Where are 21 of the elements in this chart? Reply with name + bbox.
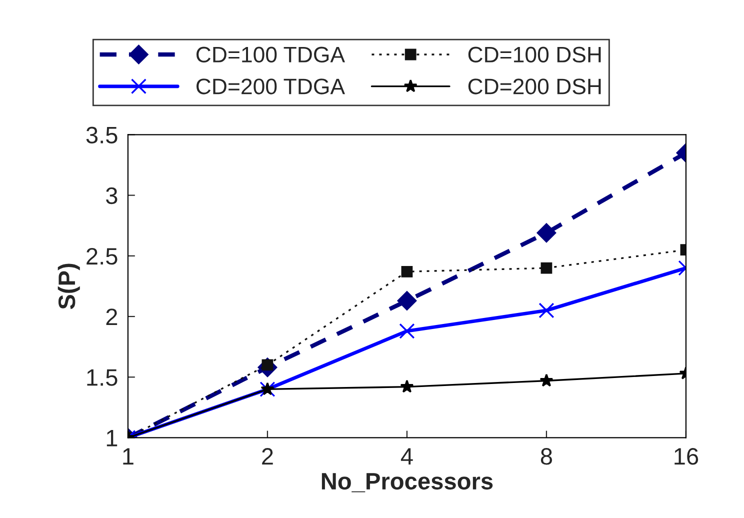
- y-tick-label: 2.5: [86, 248, 118, 265]
- point: [399, 323, 415, 339]
- legend-label: CD=100 TDGA: [196, 46, 346, 62]
- point: [401, 266, 413, 278]
- y-axis-title: S(P): [58, 264, 80, 310]
- x-tick-label: 1: [123, 448, 134, 465]
- legend-label: CD=200 DSH: [468, 78, 601, 94]
- x-tick-label: 16: [674, 448, 698, 465]
- y-tick-label: 1: [106, 430, 118, 446]
- y-tick-label: 2: [106, 308, 118, 326]
- legend-label: CD=200 TDGA: [196, 78, 346, 94]
- y-tick-label: 1.5: [87, 369, 118, 386]
- point: [397, 291, 417, 310]
- y-tick-label: 3.5: [86, 126, 118, 144]
- y-tick-label: 3: [106, 187, 118, 204]
- x-tick-label: 8: [540, 448, 552, 465]
- legend-label: CD=100 DSH: [468, 46, 601, 62]
- point: [400, 380, 414, 393]
- x-tick-label: 2: [262, 448, 273, 465]
- x-tick-label: 4: [400, 448, 413, 465]
- x-axis-title: No_Processors: [322, 473, 493, 492]
